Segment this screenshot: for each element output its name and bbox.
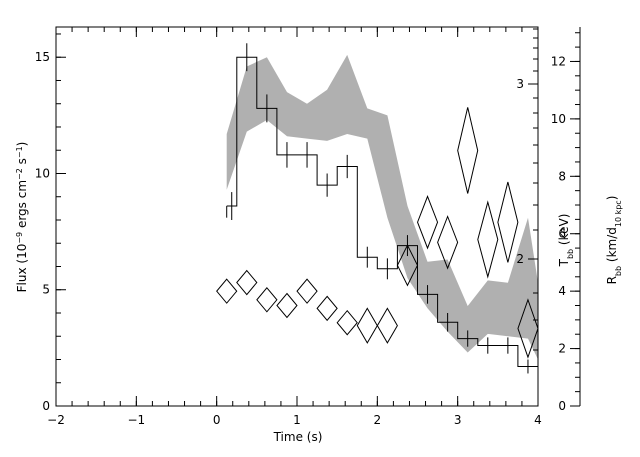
radius-diamond [376,307,398,344]
radius-diamond [236,269,258,296]
radius-diamond [276,292,298,319]
radius-tick-label: 12 [551,54,566,68]
radius-tick-label: 0 [558,399,566,413]
temperature-tick-label: 2 [516,252,524,266]
radius-tick-label: 4 [558,284,566,298]
flux-tick-label: 15 [35,50,50,64]
x-tick-label: 3 [454,413,462,427]
x-tick-label: −1 [127,413,145,427]
left-y-axis-label: Flux (10−9 ergs cm−2 s−1) [15,142,30,293]
plot-frame [55,26,581,407]
x-tick-label: −2 [47,413,65,427]
x-tick-label: 2 [374,413,382,427]
temperature-tick-label: 3 [516,77,524,91]
radius-tick-label: 2 [558,342,566,356]
flux-histogram-layer [226,43,538,374]
radius-diamond [316,295,338,322]
radius-tick-label: 10 [551,112,566,126]
radius-diamond [296,278,318,304]
radius-diamond [497,181,519,263]
flux-tick-label: 10 [35,166,50,180]
x-tick-label: 1 [293,413,301,427]
radius-axis-label: Rbb (km/d10 kpc) [605,196,623,285]
radius-diamond [457,107,479,194]
radius-tick-label: 8 [558,169,566,183]
flux-tick-label: 5 [42,283,50,297]
radius-diamond [356,307,378,344]
radius-diamond [477,200,499,279]
radius-diamonds-layer [216,107,539,359]
x-tick-label: 4 [534,413,542,427]
axis-ticks [55,27,580,407]
temperature-band [226,54,538,360]
x-tick-label: 0 [213,413,221,427]
flux-histogram [226,56,538,367]
radius-diamond [256,286,278,313]
temperature-band-layer [226,54,538,360]
flux-tick-label: 0 [42,399,50,413]
radius-diamond [336,309,358,336]
radius-diamond [396,244,419,287]
radius-diamond [417,195,439,250]
x-axis-label: Time (s) [273,430,323,444]
radius-diamond [437,215,459,270]
radius-diamond [517,298,539,359]
temperature-axis-label: Tbb (keV) [557,214,575,268]
radius-diamond [216,278,238,304]
radius-tick-label: 6 [558,227,566,241]
